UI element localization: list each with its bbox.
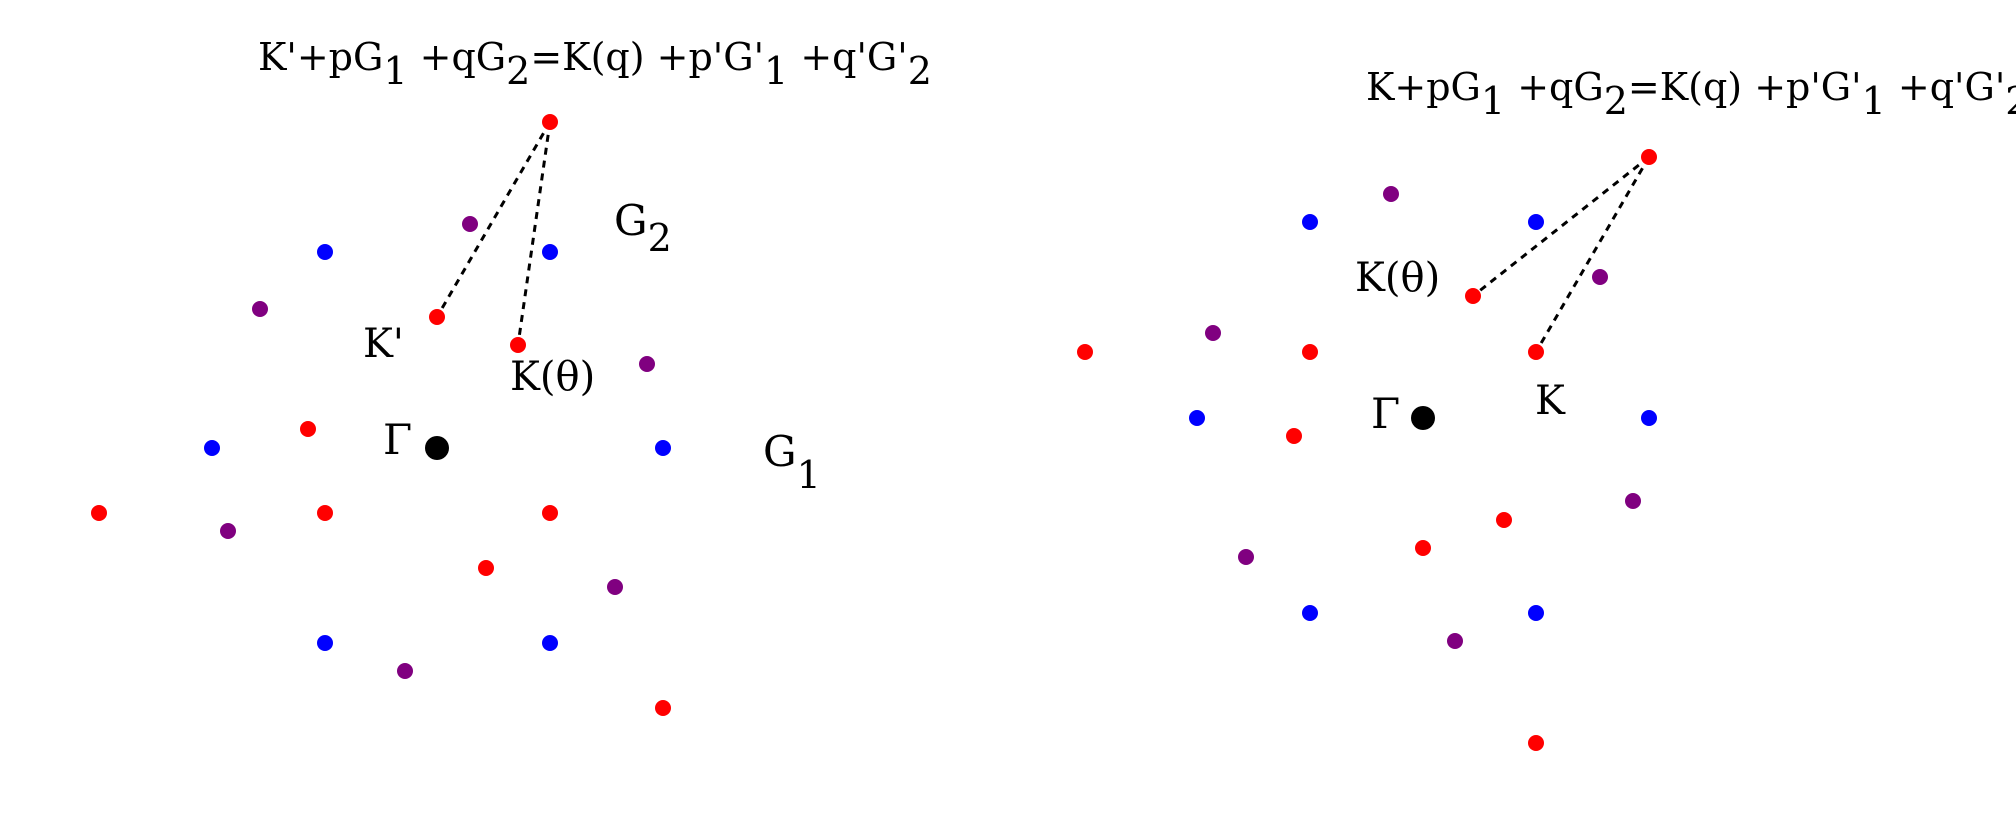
lattice-point-red	[1302, 344, 1318, 360]
k-label: K	[1535, 378, 1566, 424]
lattice-point-blue	[542, 244, 558, 260]
lattice-point-red	[317, 505, 333, 521]
lattice-point-red	[542, 505, 558, 521]
gamma-label-right: Γ	[1371, 389, 1400, 438]
gamma-point-right	[1411, 406, 1435, 430]
k-theta-point	[510, 337, 526, 353]
lattice-point-red	[478, 560, 494, 576]
right-panel: K+pG1 +qG2=K(q) +p'G'1 +q'G'2 K(θ) Γ K	[1077, 65, 2016, 751]
lattice-point-blue	[1302, 214, 1318, 230]
lattice-point-red	[1077, 344, 1093, 360]
lattice-point-blue	[317, 635, 333, 651]
lattice-point-blue	[542, 635, 558, 651]
lattice-point-red	[655, 700, 671, 716]
lattice-point-blue	[1302, 605, 1318, 621]
left-equation: K'+pG1 +qG2=K(q) +p'G'1 +q'G'2	[258, 35, 932, 93]
lattice-point-red	[1415, 540, 1431, 556]
lattice-point-purple	[220, 523, 236, 539]
lattice-point-blue	[317, 244, 333, 260]
k-prime-point	[429, 309, 445, 325]
left-panel: K'+pG1 +qG2=K(q) +p'G'1 +q'G'2 K' K(θ) Γ	[91, 35, 932, 716]
lattice-point-blue	[1189, 410, 1205, 426]
lattice-point-purple	[1447, 633, 1463, 649]
lattice-point-purple	[607, 579, 623, 595]
lattice-point-red	[1528, 735, 1544, 751]
g2-label: G2	[614, 196, 672, 260]
lattice-point-red	[91, 505, 107, 521]
lattice-point-blue	[1528, 214, 1544, 230]
lattice-point-purple	[1625, 493, 1641, 509]
lattice-point-blue	[1528, 605, 1544, 621]
gamma-label: Γ	[383, 415, 412, 464]
left-link-to-k-prime	[435, 121, 552, 318]
right-link-to-k-theta	[1472, 155, 1650, 298]
lattice-point-red	[1641, 149, 1657, 165]
lattice-point-blue	[655, 440, 671, 456]
lattice-point-purple	[462, 216, 478, 232]
gamma-point	[425, 436, 449, 460]
k-point	[1528, 344, 1544, 360]
lattice-point-purple	[1205, 325, 1221, 341]
lattice-point-purple	[252, 301, 268, 317]
k-prime-label: K'	[363, 321, 404, 367]
right-link-to-k	[1534, 156, 1651, 353]
lattice-point-purple	[639, 356, 655, 372]
lattice-point-red	[300, 421, 316, 437]
lattice-point-purple	[1592, 269, 1608, 285]
lattice-point-red	[542, 114, 558, 130]
lattice-point-purple	[1383, 186, 1399, 202]
g1-label: G1	[763, 427, 821, 497]
k-theta-label: K(θ)	[510, 354, 595, 400]
lattice-point-purple	[1238, 549, 1254, 565]
lattice-point-red	[1286, 428, 1302, 444]
left-link-to-k-theta	[516, 121, 552, 346]
lattice-point-purple	[397, 663, 413, 679]
right-equation: K+pG1 +qG2=K(q) +p'G'1 +q'G'2	[1366, 65, 2016, 123]
k-theta-point-right	[1465, 288, 1481, 304]
lattice-point-blue	[204, 440, 220, 456]
k-theta-label-right: K(θ)	[1355, 255, 1440, 301]
lattice-point-red	[1496, 512, 1512, 528]
lattice-point-blue	[1641, 410, 1657, 426]
